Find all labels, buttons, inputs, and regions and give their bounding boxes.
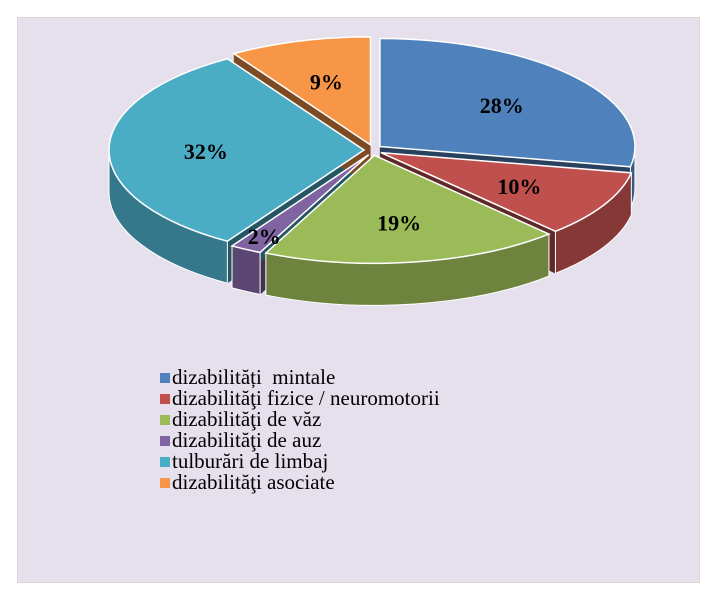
slice [230,154,370,254]
legend-swatch [160,478,170,488]
legend-label: dizabilități mintale [172,365,335,389]
data-label: 10% [497,174,541,199]
data-label: 28% [480,93,524,118]
legend-label: tulburări de limbaj [172,449,328,473]
slice [380,151,633,233]
legend-label: dizabilităţi de văz [172,407,321,431]
legend-swatch [160,394,170,404]
legend-swatch [160,436,170,446]
slice [264,154,551,265]
legend-label: dizabilităţi de auz [172,428,321,452]
data-label: 19% [377,211,421,236]
legend-swatch [160,415,170,425]
legend-swatch [160,457,170,467]
slice-wall [231,245,261,296]
slice [108,57,366,242]
data-label: 2% [248,224,281,249]
data-label: 32% [184,139,228,164]
slice [232,36,372,147]
legend-label: dizabilităţi fizice / neuromotorii [172,386,440,410]
legend-label: dizabilităţi asociate [172,470,335,494]
slice [379,37,636,168]
data-label: 9% [310,70,343,95]
legend-swatch [160,373,170,383]
